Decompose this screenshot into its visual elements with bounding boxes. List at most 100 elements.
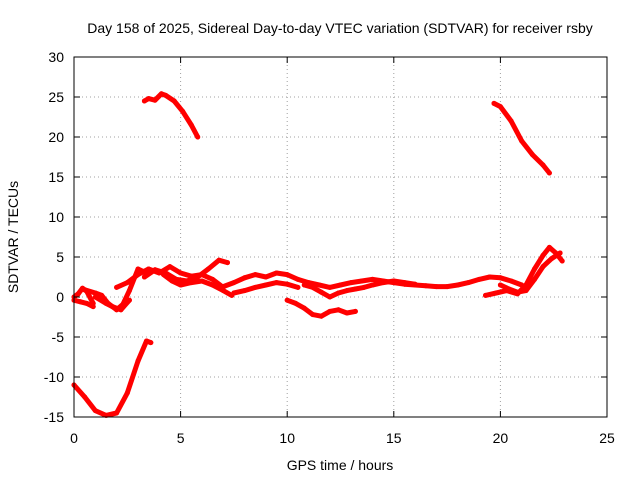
data-point: [348, 280, 354, 286]
x-tick-label: 5: [177, 430, 185, 446]
data-point: [546, 170, 552, 176]
data-point: [327, 294, 333, 300]
data-point: [540, 252, 546, 258]
y-axis-label: SDTVAR / TECUs: [5, 181, 21, 293]
data-point: [92, 290, 98, 296]
data-point: [152, 97, 158, 103]
data-point: [301, 305, 307, 311]
data-point: [359, 278, 365, 284]
data-point: [114, 284, 120, 290]
data-point: [146, 96, 152, 102]
data-point: [519, 138, 525, 144]
data-point: [135, 358, 141, 364]
data-point: [199, 278, 205, 284]
data-point: [263, 274, 269, 280]
data-point: [412, 281, 418, 287]
x-axis-label: GPS time / hours: [287, 457, 394, 473]
data-point: [92, 294, 98, 300]
data-point: [402, 280, 407, 286]
data-point: [559, 258, 565, 264]
data-point: [370, 276, 375, 282]
data-point: [167, 264, 173, 270]
y-tick-label: 5: [56, 249, 64, 265]
data-point: [99, 292, 105, 298]
data-point: [444, 284, 450, 290]
data-point: [126, 297, 132, 303]
data-point: [274, 270, 279, 276]
data-point: [263, 282, 269, 288]
data-point: [549, 256, 555, 262]
data-point: [497, 104, 503, 110]
data-point: [118, 307, 124, 313]
y-tick-label: 30: [48, 49, 64, 65]
x-tick-labels: 0 5 10 15 20 25: [70, 430, 615, 446]
data-point: [205, 266, 211, 272]
data-point: [515, 289, 520, 295]
data-point: [310, 284, 316, 290]
y-tick-label: 15: [48, 169, 64, 185]
data-point: [338, 282, 343, 288]
data-point: [284, 281, 290, 287]
data-point: [493, 290, 499, 296]
data-point: [161, 272, 166, 278]
x-tick-label: 15: [386, 430, 402, 446]
data-point: [75, 291, 81, 297]
series-arc-5: [71, 297, 96, 310]
data-point: [497, 275, 503, 281]
data-point: [301, 282, 307, 288]
data-point: [152, 267, 158, 273]
data-point: [84, 300, 90, 306]
data-point: [327, 284, 333, 290]
data-point: [126, 288, 132, 294]
data-point: [352, 286, 358, 292]
data-point: [144, 338, 149, 344]
data-point: [210, 282, 216, 288]
data-point: [146, 266, 152, 272]
data-point: [316, 282, 322, 288]
y-tick-label: -15: [44, 409, 64, 425]
data-point: [318, 313, 324, 319]
data-point: [220, 288, 226, 294]
data-point: [220, 284, 226, 290]
data-point: [82, 394, 88, 400]
data-point: [195, 134, 201, 140]
y-tick-label: 25: [48, 89, 64, 105]
ticks: [73, 56, 608, 418]
data-point: [546, 244, 552, 250]
data-point: [210, 276, 216, 282]
data-point: [295, 276, 301, 282]
data-point: [124, 280, 130, 286]
data-point: [171, 98, 177, 104]
data-point: [135, 266, 141, 272]
data-point: [352, 308, 358, 314]
data-point: [344, 288, 350, 294]
data-point: [141, 274, 147, 280]
data-point: [231, 290, 237, 296]
data-point: [82, 287, 88, 293]
data-point: [293, 300, 299, 306]
data-point: [380, 280, 386, 286]
data-point: [508, 278, 514, 284]
data-point: [114, 410, 120, 416]
data-point: [433, 284, 439, 290]
data-point: [195, 274, 201, 280]
data-point: [163, 92, 169, 98]
y-tick-label: -5: [52, 329, 65, 345]
data-point: [284, 272, 290, 278]
data-point: [508, 118, 514, 124]
data-point: [529, 152, 535, 158]
data-point: [487, 274, 493, 280]
data-point: [242, 275, 248, 281]
y-tick-label: 20: [48, 129, 64, 145]
grid: [74, 57, 607, 417]
series-arc-2: [141, 91, 201, 140]
y-tick-labels: -15 -10 -5 0 5 10 15 20 25 30: [44, 49, 64, 425]
data-point: [455, 282, 461, 288]
data-point: [109, 304, 115, 310]
data-point: [242, 288, 248, 294]
data-point: [92, 408, 98, 414]
data-point: [327, 308, 333, 314]
data-point: [344, 310, 350, 316]
data-point: [540, 264, 546, 270]
